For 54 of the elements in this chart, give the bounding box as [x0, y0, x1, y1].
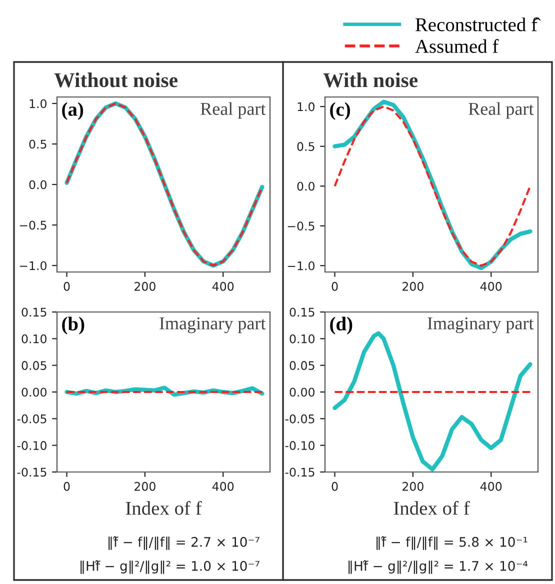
y-tick-label: 0.0 — [29, 180, 46, 190]
annotation: (b) — [62, 316, 84, 334]
annotation: Imaginary part — [160, 317, 266, 334]
y-tick-label: 0.00 — [290, 388, 314, 397]
x-tick-label: 0 — [332, 482, 338, 491]
y-tick-label: −1.0 — [20, 261, 46, 270]
y-tick-label: -0.05 — [17, 414, 46, 424]
x-tick-label: 200 — [402, 282, 424, 291]
annotation: Real part — [468, 102, 534, 119]
x-axis-title: Index of f — [394, 500, 470, 515]
y-tick-label: 0.15 — [290, 308, 314, 317]
text: ‖f̂ − f‖/‖f‖ = 2.7 × 10⁻⁷ — [108, 536, 260, 550]
y-tick-label: -0.10 — [285, 441, 314, 450]
x-tick-label: 400 — [480, 482, 502, 491]
y-tick-label: 0.05 — [290, 361, 314, 370]
x-tick-label: 0 — [64, 482, 70, 491]
y-tick-label: −1.0 — [288, 261, 314, 270]
y-tick-label: 0.5 — [297, 142, 314, 151]
annotation: (a) — [62, 102, 84, 120]
y-tick-label: 0.5 — [29, 140, 46, 149]
y-tick-label: -0.05 — [285, 414, 314, 424]
y-tick-label: 0.00 — [22, 388, 46, 397]
y-tick-label: -0.15 — [17, 468, 46, 477]
text: ‖Hf̂ − g‖²/‖g‖² = 1.7 × 10⁻⁴ — [348, 560, 528, 574]
x-tick-label: 0 — [64, 282, 70, 291]
legend-label: Reconstructed f̂ — [415, 17, 541, 32]
chart-title: With noise — [323, 72, 418, 88]
y-tick-label: 0.10 — [290, 334, 314, 344]
y-tick-label: 0.15 — [22, 308, 46, 317]
x-tick-label: 200 — [402, 482, 424, 491]
y-tick-label: -0.10 — [17, 441, 46, 450]
annotation: (c) — [330, 102, 350, 120]
x-axis-title: Index of f — [126, 500, 202, 515]
x-tick-label: 400 — [212, 482, 234, 491]
x-tick-label: 0 — [332, 282, 338, 291]
x-tick-label: 200 — [134, 482, 156, 491]
y-tick-label: 1.0 — [30, 99, 46, 108]
text: ‖f̂ − f‖/‖f‖ = 5.8 × 10⁻¹ — [376, 536, 528, 550]
y-tick-label: −0.5 — [20, 220, 46, 230]
y-tick-label: −0.5 — [288, 222, 314, 231]
x-tick-label: 400 — [480, 282, 502, 291]
y-tick-label: -0.15 — [285, 468, 314, 477]
annotation: Real part — [200, 102, 266, 119]
y-tick-label: 0.0 — [297, 182, 314, 191]
legend-label: Assumed f — [415, 39, 499, 53]
chart-title: Without noise — [54, 72, 178, 88]
y-tick-label: 1.0 — [298, 102, 314, 112]
annotation: Imaginary part — [428, 317, 534, 334]
y-tick-label: 0.10 — [22, 334, 46, 344]
x-tick-label: 400 — [212, 282, 234, 291]
x-tick-label: 200 — [134, 282, 156, 291]
y-tick-label: 0.05 — [22, 361, 46, 370]
text: ‖Hf̂ − g‖²/‖g‖² = 1.0 × 10⁻⁷ — [80, 560, 260, 574]
annotation: (d) — [330, 316, 352, 334]
